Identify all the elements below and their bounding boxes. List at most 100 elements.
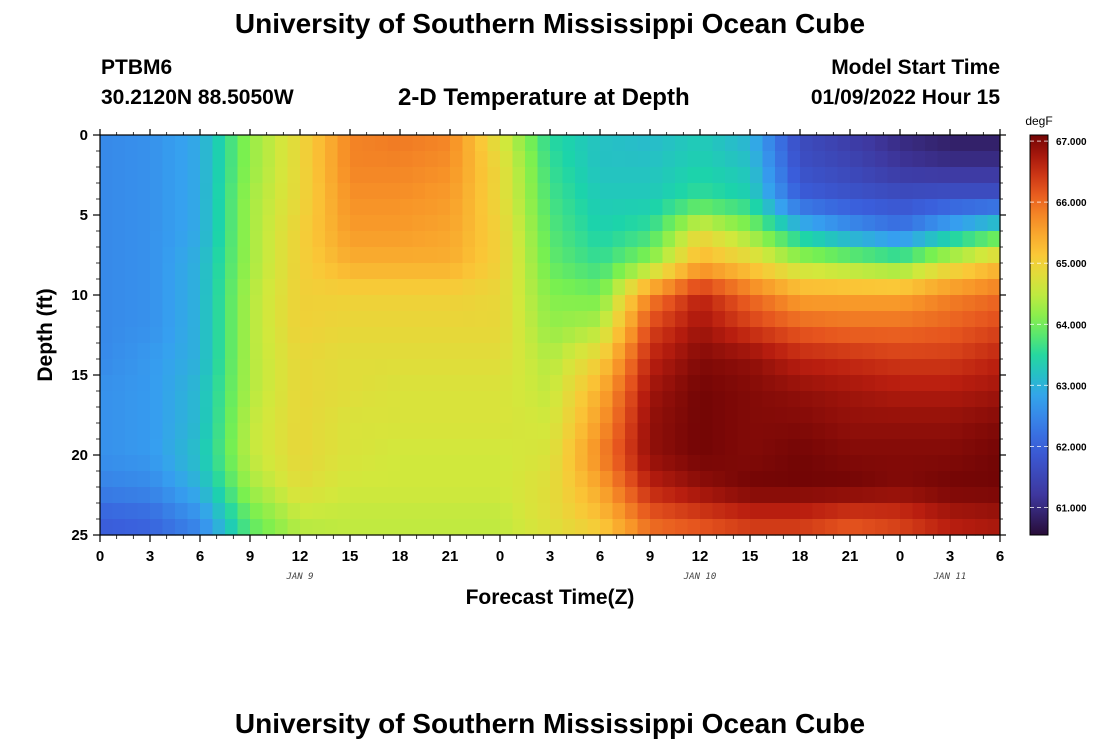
heatmap-cell <box>175 359 189 376</box>
heatmap-cell <box>737 199 751 216</box>
heatmap-cell <box>525 295 539 312</box>
heatmap-cell <box>587 135 601 152</box>
heatmap-cell <box>337 391 351 408</box>
heatmap-cell <box>275 295 289 312</box>
heatmap-cell <box>125 487 139 504</box>
heatmap-cell <box>462 279 476 296</box>
heatmap-cell <box>662 215 676 232</box>
heatmap-cell <box>275 407 289 424</box>
heatmap-cell <box>275 391 289 408</box>
heatmap-cell <box>525 215 539 232</box>
heatmap-cell <box>487 455 501 472</box>
heatmap-cell <box>400 439 414 456</box>
heatmap-cell <box>437 231 451 248</box>
heatmap-cell <box>662 183 676 200</box>
heatmap-cell <box>175 423 189 440</box>
heatmap-cell <box>600 183 614 200</box>
colorbar-tick-label: 61.000 <box>1056 504 1087 515</box>
heatmap-cell <box>387 167 401 184</box>
heatmap-cell <box>837 455 851 472</box>
heatmap-cell <box>462 391 476 408</box>
heatmap-cell <box>200 151 214 168</box>
heatmap-cell <box>525 391 539 408</box>
heatmap-cell <box>175 407 189 424</box>
heatmap-cell <box>675 407 689 424</box>
heatmap-cell <box>962 247 976 264</box>
heatmap-cell <box>325 263 339 280</box>
heatmap-cell <box>787 247 801 264</box>
heatmap-cell <box>487 199 501 216</box>
heatmap-cell <box>625 199 639 216</box>
heatmap-cell <box>925 327 939 344</box>
heatmap-cell <box>125 327 139 344</box>
heatmap-cell <box>850 295 864 312</box>
heatmap-cell <box>287 135 301 152</box>
heatmap-cell <box>237 375 251 392</box>
heatmap-cell <box>862 231 876 248</box>
heatmap-cell <box>400 183 414 200</box>
heatmap-cell <box>725 391 739 408</box>
heatmap-cell <box>362 375 376 392</box>
heatmap-cell <box>325 471 339 488</box>
heatmap-cell <box>512 487 526 504</box>
heatmap-cell <box>175 343 189 360</box>
heatmap-cell <box>562 423 576 440</box>
heatmap-cell <box>562 183 576 200</box>
heatmap-cell <box>250 407 264 424</box>
heatmap-cell <box>537 455 551 472</box>
heatmap-cell <box>662 311 676 328</box>
heatmap-cell <box>250 151 264 168</box>
heatmap-cell <box>600 199 614 216</box>
heatmap-cell <box>650 407 664 424</box>
heatmap-cell <box>162 231 176 248</box>
heatmap-cell <box>500 407 514 424</box>
heatmap-cell <box>512 519 526 536</box>
heatmap-cell <box>237 471 251 488</box>
heatmap-cell <box>662 423 676 440</box>
heatmap-cell <box>162 199 176 216</box>
heatmap-cell <box>912 263 926 280</box>
heatmap-cell <box>300 231 314 248</box>
heatmap-cell <box>825 231 839 248</box>
heatmap-cell <box>525 263 539 280</box>
heatmap-cell <box>362 391 376 408</box>
heatmap-cell <box>762 519 776 536</box>
heatmap-cell <box>175 247 189 264</box>
heatmap-cell <box>537 471 551 488</box>
heatmap-cell <box>225 471 239 488</box>
heatmap-cell <box>537 295 551 312</box>
heatmap-cell <box>300 519 314 536</box>
heatmap-cell <box>625 279 639 296</box>
heatmap-cell <box>825 263 839 280</box>
heatmap-cell <box>675 167 689 184</box>
heatmap-cell <box>450 263 464 280</box>
heatmap-cell <box>612 503 626 520</box>
heatmap-cell <box>737 487 751 504</box>
heatmap-cell <box>975 279 989 296</box>
heatmap-cell <box>850 359 864 376</box>
heatmap-cell <box>137 439 151 456</box>
heatmap-cell <box>587 183 601 200</box>
heatmap-cell <box>987 295 1001 312</box>
heatmap-cell <box>987 487 1001 504</box>
heatmap-cell <box>350 439 364 456</box>
heatmap-cell <box>675 231 689 248</box>
heatmap-cell <box>312 311 326 328</box>
heatmap-cell <box>250 311 264 328</box>
heatmap-cell <box>175 183 189 200</box>
heatmap-cell <box>875 231 889 248</box>
heatmap-cell <box>712 295 726 312</box>
heatmap-cell <box>287 167 301 184</box>
heatmap-cell <box>387 199 401 216</box>
heatmap-cell <box>362 151 376 168</box>
heatmap-cell <box>650 151 664 168</box>
heatmap-cell <box>650 359 664 376</box>
heatmap-cell <box>725 471 739 488</box>
heatmap-cell <box>837 503 851 520</box>
heatmap-cell <box>950 455 964 472</box>
heatmap-cell <box>112 455 126 472</box>
heatmap-cell <box>587 311 601 328</box>
heatmap-cell <box>575 295 589 312</box>
heatmap-cell <box>900 295 914 312</box>
station-id: PTBM6 <box>101 56 173 79</box>
